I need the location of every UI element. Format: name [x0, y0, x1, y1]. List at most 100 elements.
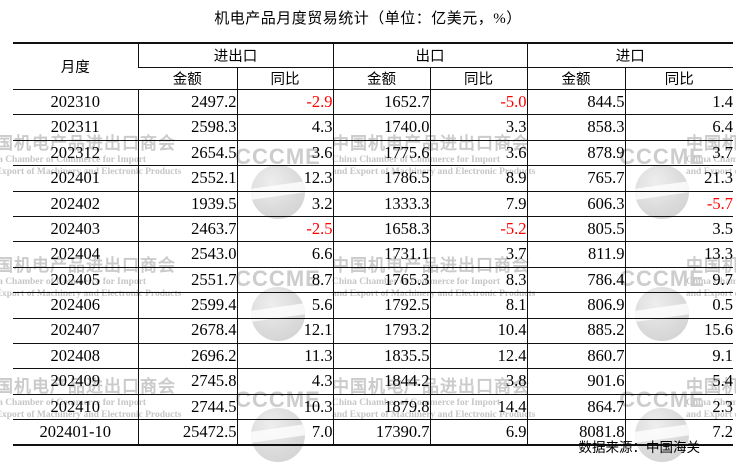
value-cell: 3.6	[236, 139, 333, 167]
value-cell: -5.7	[624, 190, 733, 217]
value-cell: 4.3	[236, 368, 333, 395]
month-cell: 202310	[13, 88, 138, 116]
value-cell: 901.6	[526, 368, 625, 395]
table-row: 202409 2745.8 4.3 1844.2 3.8 901.6 5.4	[13, 368, 733, 395]
value-cell: 11.3	[236, 342, 333, 370]
value-cell: 1740.0	[332, 114, 430, 141]
header-total-yoy: 同比	[236, 67, 333, 90]
table-row: 202406 2599.4 5.6 1792.5 8.1 806.9 0.5	[13, 292, 733, 319]
value-cell: 3.2	[236, 190, 333, 217]
value-cell: -5.2	[429, 215, 527, 243]
page-title: 机电产品月度贸易统计（单位：亿美元，%）	[214, 11, 522, 27]
value-cell: 2744.5	[137, 393, 237, 421]
trade-table: 月度 进出口 出口 进口 金额 同比 金额 同比 金额 同比 202310 249…	[13, 42, 733, 447]
value-cell: 1731.1	[332, 241, 430, 268]
table-row: 202311 2598.3 4.3 1740.0 3.3 858.3 6.4	[13, 114, 733, 141]
value-cell: 3.7	[429, 241, 527, 268]
value-cell: 2543.0	[137, 241, 237, 268]
value-cell: 1879.8	[332, 393, 430, 421]
value-cell: 14.4	[429, 393, 527, 421]
value-cell: 9.1	[624, 342, 733, 370]
value-cell: 6.6	[236, 241, 333, 268]
value-cell: 5.6	[236, 292, 333, 319]
value-cell: 864.7	[526, 393, 625, 421]
month-cell: 202408	[13, 342, 138, 370]
value-cell: 2678.4	[137, 317, 237, 344]
month-cell: 202403	[13, 215, 138, 243]
header-total-amount: 金额	[138, 67, 237, 90]
value-cell: 8.9	[429, 165, 527, 192]
value-cell: 12.1	[236, 317, 333, 344]
header-group-total-trade: 进出口	[137, 42, 333, 68]
value-cell: -2.5	[236, 215, 333, 243]
value-cell: 2598.3	[137, 114, 237, 141]
value-cell: 12.4	[429, 342, 527, 370]
value-cell: 0.5	[624, 292, 733, 319]
header-export-yoy: 同比	[429, 67, 527, 90]
table-row: 202408 2696.2 11.3 1835.5 12.4 860.7 9.1	[13, 342, 733, 370]
table-row: 202410 2744.5 10.3 1879.8 14.4 864.7 2.3	[13, 393, 733, 421]
value-cell: 1.4	[624, 88, 733, 116]
value-cell: 1835.5	[332, 342, 430, 370]
value-cell: 1652.7	[332, 88, 430, 116]
month-cell: 202401	[13, 165, 138, 192]
month-cell: 202402	[13, 190, 138, 217]
value-cell: 2599.4	[137, 292, 237, 319]
month-cell: 202406	[13, 292, 138, 319]
value-cell: 1775.6	[332, 139, 430, 167]
month-cell: 202312	[13, 139, 138, 167]
value-cell: 765.7	[526, 165, 625, 192]
value-cell: 8.1	[429, 292, 527, 319]
value-cell: 21.3	[624, 165, 733, 192]
value-cell: 10.4	[429, 317, 527, 344]
value-cell: 9.7	[624, 266, 733, 294]
table-row: 202312 2654.5 3.6 1775.6 3.6 878.9 3.7	[13, 139, 733, 167]
value-cell: 1793.2	[332, 317, 430, 344]
value-cell: 606.3	[526, 190, 625, 217]
value-cell: 2497.2	[137, 88, 237, 116]
value-cell: 6.9	[429, 419, 527, 446]
header-month: 月度	[13, 42, 138, 90]
table-row: 202407 2678.4 12.1 1793.2 10.4 885.2 15.6	[13, 317, 733, 344]
value-cell: 1939.5	[137, 190, 237, 217]
header-import-yoy: 同比	[624, 67, 733, 90]
value-cell: 3.6	[429, 139, 527, 167]
value-cell: 17390.7	[332, 419, 430, 446]
value-cell: 2552.1	[137, 165, 237, 192]
value-cell: 1792.5	[332, 292, 430, 319]
value-cell: 6.4	[624, 114, 733, 141]
value-cell: 3.8	[429, 368, 527, 395]
data-source-note: 数据来源：中国海关	[578, 440, 701, 455]
value-cell: 844.5	[526, 88, 625, 116]
header-group-import: 进口	[526, 42, 733, 68]
value-cell: 15.6	[624, 317, 733, 344]
header-export-amount: 金额	[332, 67, 430, 90]
table-row: 202402 1939.5 3.2 1333.3 7.9 606.3 -5.7	[13, 190, 733, 217]
month-cell: 202405	[13, 266, 138, 294]
month-cell: 202401-10	[13, 419, 138, 446]
table-row: 202405 2551.7 8.7 1765.3 8.3 786.4 9.7	[13, 266, 733, 294]
value-cell: 3.7	[624, 139, 733, 167]
value-cell: 1765.3	[332, 266, 430, 294]
value-cell: 2463.7	[137, 215, 237, 243]
value-cell: 878.9	[526, 139, 625, 167]
value-cell: 1844.2	[332, 368, 430, 395]
value-cell: 5.4	[624, 368, 733, 395]
table-row: 202310 2497.2 -2.9 1652.7 -5.0 844.5 1.4	[13, 88, 733, 116]
value-cell: 885.2	[526, 317, 625, 344]
value-cell: 10.3	[236, 393, 333, 421]
month-cell: 202404	[13, 241, 138, 268]
value-cell: 806.9	[526, 292, 625, 319]
value-cell: 2696.2	[137, 342, 237, 370]
header-group-row: 月度 进出口 出口 进口	[13, 42, 733, 90]
value-cell: 858.3	[526, 114, 625, 141]
value-cell: 1333.3	[332, 190, 430, 217]
value-cell: 13.3	[624, 241, 733, 268]
table-row: 202404 2543.0 6.6 1731.1 3.7 811.9 13.3	[13, 241, 733, 268]
header-group-export: 出口	[332, 42, 527, 68]
month-cell: 202410	[13, 393, 138, 421]
value-cell: 4.3	[236, 114, 333, 141]
value-cell: 805.5	[526, 215, 625, 243]
value-cell: 786.4	[526, 266, 625, 294]
